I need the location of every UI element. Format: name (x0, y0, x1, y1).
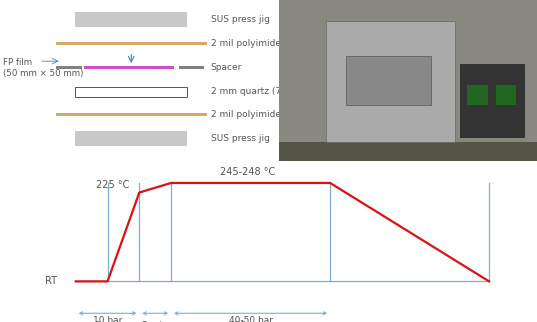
Text: 5 min: 5 min (142, 321, 168, 322)
Bar (84, 66, 175, 69)
Text: RT: RT (45, 276, 57, 286)
Text: FP film
(50 mm × 50 mm): FP film (50 mm × 50 mm) (3, 58, 83, 78)
Bar (179, 66, 205, 69)
Text: Spacer: Spacer (211, 63, 242, 72)
Text: 2 mm quartz (75 mm × 50 mm): 2 mm quartz (75 mm × 50 mm) (211, 87, 355, 96)
Text: 245-248 °C: 245-248 °C (220, 167, 275, 177)
Bar (346, 56, 431, 105)
Bar (56, 42, 207, 45)
Bar (56, 66, 82, 69)
Text: SUS press jig: SUS press jig (211, 134, 270, 143)
Bar (325, 21, 454, 142)
Bar (75, 12, 187, 27)
Text: 40-50 bar: 40-50 bar (229, 317, 273, 322)
Text: 25 min: 25 min (235, 321, 266, 322)
Bar (279, 142, 537, 161)
Text: 2 mil polyimide film: 2 mil polyimide film (211, 39, 301, 48)
Bar (460, 64, 524, 137)
Bar (75, 87, 187, 97)
Bar (56, 113, 207, 116)
Text: 225 °C: 225 °C (97, 180, 130, 190)
Text: 5 min: 5 min (95, 321, 120, 322)
Text: 10 bar: 10 bar (93, 317, 122, 322)
Bar (496, 85, 517, 105)
Bar (75, 131, 187, 146)
Text: 2 mil polyimide film: 2 mil polyimide film (211, 110, 301, 119)
Text: SUS press jig: SUS press jig (211, 15, 270, 24)
Bar (467, 85, 488, 105)
